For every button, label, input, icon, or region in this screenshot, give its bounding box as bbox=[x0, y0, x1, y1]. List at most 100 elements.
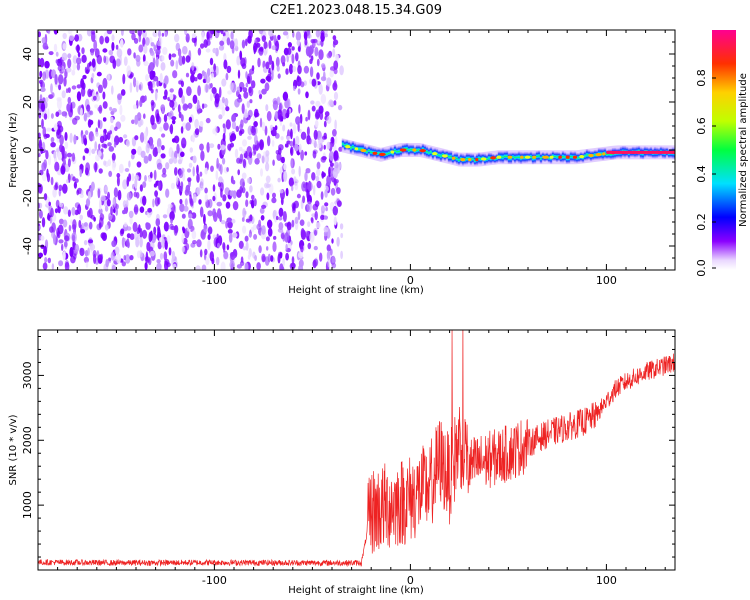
noise-speck bbox=[179, 198, 183, 205]
track-hotspot bbox=[475, 158, 479, 162]
noise-speck bbox=[273, 235, 277, 240]
noise-speck bbox=[316, 180, 322, 189]
noise-speck bbox=[242, 207, 246, 219]
noise-speck bbox=[238, 158, 243, 164]
noise-speck bbox=[263, 49, 267, 56]
noise-speck bbox=[275, 56, 280, 67]
noise-speck bbox=[170, 182, 175, 190]
noise-speck bbox=[245, 82, 249, 88]
noise-speck bbox=[174, 167, 178, 176]
noise-speck bbox=[179, 203, 185, 212]
noise-speck bbox=[253, 121, 258, 128]
noise-speck bbox=[191, 33, 197, 39]
noise-speck bbox=[281, 156, 285, 164]
noise-speck bbox=[157, 146, 161, 154]
colorbar-tick-label: 0.6 bbox=[695, 117, 708, 135]
noise-speck bbox=[198, 199, 202, 205]
noise-speck bbox=[249, 214, 253, 222]
track-hotspot bbox=[524, 155, 531, 159]
noise-speck bbox=[50, 69, 57, 79]
noise-speck bbox=[332, 205, 338, 216]
noise-speck bbox=[311, 172, 316, 181]
noise-speck bbox=[56, 230, 61, 239]
noise-speck bbox=[320, 93, 327, 105]
noise-speck bbox=[150, 114, 155, 126]
noise-speck bbox=[44, 60, 50, 69]
noise-speck bbox=[326, 77, 332, 87]
noise-speck bbox=[61, 65, 65, 73]
noise-speck bbox=[89, 243, 96, 251]
track-segment bbox=[517, 151, 521, 164]
noise-speck bbox=[269, 124, 274, 131]
noise-speck bbox=[155, 109, 160, 120]
track-segment bbox=[407, 144, 411, 156]
track-hotspot bbox=[572, 155, 578, 159]
x-tick-label: 0 bbox=[407, 574, 414, 587]
noise-speck bbox=[125, 199, 129, 208]
noise-speck bbox=[61, 90, 66, 99]
noise-speck bbox=[58, 202, 64, 208]
track-segment bbox=[377, 148, 381, 158]
noise-speck bbox=[38, 252, 43, 258]
noise-speck bbox=[246, 100, 250, 108]
noise-speck bbox=[209, 57, 214, 66]
noise-speck bbox=[171, 53, 177, 58]
noise-speck bbox=[337, 104, 343, 111]
noise-speck bbox=[329, 162, 334, 167]
noise-speck bbox=[291, 219, 295, 228]
noise-speck bbox=[164, 31, 168, 37]
noise-speck bbox=[330, 136, 335, 144]
noise-speck bbox=[246, 75, 251, 84]
track-segment bbox=[485, 154, 489, 164]
noise-speck bbox=[63, 206, 69, 215]
track-segment bbox=[515, 152, 519, 162]
noise-speck bbox=[53, 43, 58, 52]
noise-speck bbox=[177, 159, 183, 165]
noise-speck bbox=[103, 55, 107, 64]
noise-speck bbox=[245, 218, 250, 223]
noise-speck bbox=[139, 206, 145, 213]
noise-speck bbox=[92, 95, 97, 101]
noise-speck bbox=[97, 150, 102, 157]
noise-speck bbox=[320, 191, 324, 200]
track-segment bbox=[585, 149, 589, 161]
noise-speck bbox=[213, 63, 217, 72]
track-segment bbox=[551, 151, 555, 162]
noise-speck bbox=[49, 226, 54, 233]
noise-speck bbox=[178, 80, 183, 85]
noise-speck bbox=[204, 248, 208, 256]
noise-speck bbox=[239, 123, 243, 130]
track-segment bbox=[479, 153, 483, 165]
noise-speck bbox=[126, 65, 131, 76]
noise-speck bbox=[206, 142, 210, 153]
noise-speck bbox=[67, 30, 73, 35]
noise-speck bbox=[144, 135, 148, 145]
noise-speck bbox=[303, 65, 310, 74]
noise-speck bbox=[237, 169, 240, 176]
noise-speck bbox=[74, 34, 79, 42]
noise-speck bbox=[153, 183, 157, 188]
noise-speck bbox=[333, 150, 339, 161]
noise-speck bbox=[156, 259, 161, 264]
noise-speck bbox=[161, 104, 165, 114]
noise-speck bbox=[164, 89, 168, 98]
noise-speck bbox=[300, 81, 305, 88]
noise-speck bbox=[194, 38, 197, 47]
noise-speck bbox=[181, 233, 185, 244]
noise-speck bbox=[81, 82, 86, 90]
noise-speck bbox=[280, 197, 284, 206]
track-hotspot bbox=[419, 149, 427, 153]
noise-speck bbox=[297, 65, 302, 75]
noise-speck bbox=[65, 67, 72, 73]
noise-speck bbox=[129, 73, 133, 79]
noise-speck bbox=[168, 247, 172, 256]
noise-speck bbox=[235, 125, 240, 132]
noise-speck bbox=[107, 142, 112, 147]
noise-speck bbox=[242, 158, 247, 169]
noise-speck bbox=[161, 133, 166, 138]
track-hotspot bbox=[460, 158, 466, 162]
noise-speck bbox=[53, 233, 56, 245]
noise-speck bbox=[62, 250, 66, 261]
noise-speck bbox=[85, 162, 90, 173]
noise-speck bbox=[211, 257, 215, 265]
